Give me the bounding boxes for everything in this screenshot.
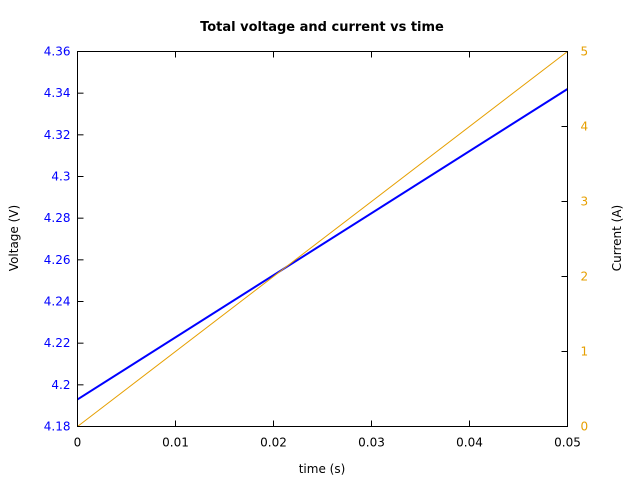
- y-right-tick-label: 1: [581, 345, 589, 359]
- y-left-tick-label: 4.18: [44, 420, 71, 434]
- y-left-tick-label: 4.34: [44, 86, 71, 100]
- chart-title: Total voltage and current vs time: [200, 20, 444, 35]
- y-left-tick-label: 4.24: [44, 295, 71, 309]
- y-right-tick-label: 5: [581, 45, 589, 59]
- y-left-tick-label: 4.22: [44, 336, 71, 350]
- x-tick-label: 0.03: [358, 436, 385, 450]
- y-left-tick-label: 4.2: [51, 378, 70, 392]
- current-series-line: [77, 51, 568, 427]
- y-left-tick-label: 4.3: [51, 170, 70, 184]
- y-right-tick-label: 4: [581, 120, 589, 134]
- y-right-tick-label: 2: [581, 270, 589, 284]
- y-left-tick-label: 4.32: [44, 128, 71, 142]
- x-tick-label: 0.01: [162, 436, 189, 450]
- y-left-tick-label: 4.26: [44, 253, 71, 267]
- x-axis-label: time (s): [299, 462, 346, 476]
- y-axis-right-label: Current (A): [610, 205, 624, 271]
- series-layer: [76, 51, 569, 427]
- y-right-tick-label: 3: [581, 195, 589, 209]
- ticks-layer: 0 0.01 0.02 0.03 0.04 0.05 4.18 4.2 4.22 4.24 4.26…: [44, 45, 588, 450]
- y-axis-left-label: Voltage (V): [7, 205, 21, 271]
- x-tick-label: 0.05: [554, 436, 581, 450]
- y-left-tick-label: 4.28: [44, 211, 71, 225]
- plot-frame: [77, 51, 568, 427]
- voltage-series-line: [76, 88, 569, 401]
- x-tick-label: 0.04: [456, 436, 483, 450]
- x-tick-label: 0: [74, 436, 82, 450]
- x-tick-label: 0.02: [260, 436, 287, 450]
- y-right-tick-label: 0: [581, 420, 589, 434]
- y-left-tick-label: 4.36: [44, 45, 71, 59]
